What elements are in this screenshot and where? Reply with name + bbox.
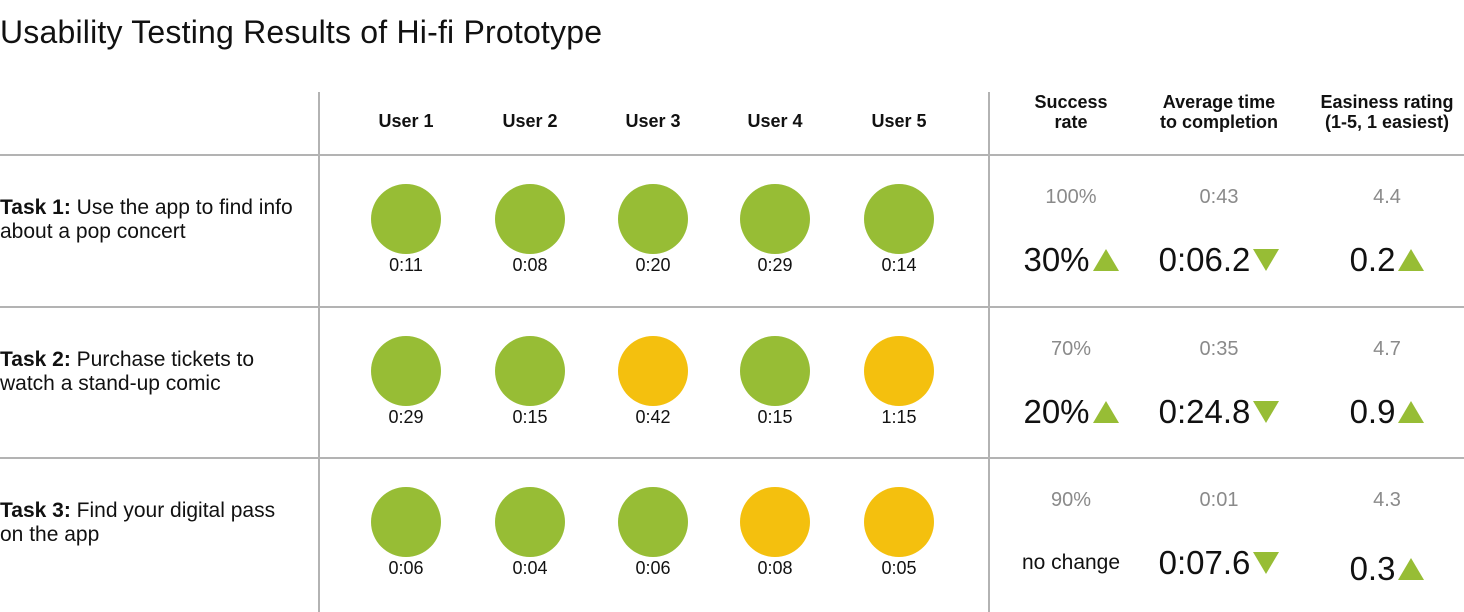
column-header-user: User 1 [378, 111, 434, 131]
completion-time: 0:42 [635, 407, 671, 427]
success-rate-change-value: no change [1021, 551, 1121, 574]
success-rate-value: 70% [1050, 338, 1092, 360]
task-number: Task 3: [0, 499, 71, 522]
completion-time: 0:14 [881, 255, 917, 275]
completion-time: 0:29 [757, 255, 793, 275]
down-arrow-icon [1253, 551, 1280, 574]
column-header-metric: Success rate [1034, 92, 1108, 132]
up-arrow-icon [1398, 248, 1425, 271]
status-dot-success [495, 336, 565, 406]
status-dot-success [618, 487, 688, 557]
completion-time: 0:04 [512, 558, 548, 578]
success-rate-change: 20% [971, 395, 1171, 428]
status-dot-success [371, 487, 441, 557]
up-arrow-icon [1398, 400, 1425, 423]
status-dot-success [740, 184, 810, 254]
completion-time: 0:20 [635, 255, 671, 275]
average-time-change: 0:07.6 [1119, 546, 1319, 579]
easiness-rating-value: 4.7 [1373, 338, 1401, 360]
status-dot-success [740, 336, 810, 406]
status-dot-success [495, 184, 565, 254]
success-rate-change: 30% [971, 243, 1171, 276]
task-description: Find your digital pass on the app [0, 499, 276, 546]
easiness-rating-change: 0.3 [1287, 552, 1464, 585]
column-header-metric: Average time to completion [1160, 92, 1278, 132]
success-rate-change-value: 30% [1023, 241, 1090, 278]
status-dot-success [371, 184, 441, 254]
status-dot-success [371, 336, 441, 406]
task-description: Purchase tickets to watch a stand-up com… [0, 348, 255, 395]
easiness-rating-change-value: 0.3 [1349, 550, 1396, 587]
completion-time: 0:29 [388, 407, 424, 427]
completion-time: 1:15 [881, 407, 917, 427]
divider-metrics-left [988, 92, 990, 612]
average-time-value: 0:01 [1199, 489, 1239, 511]
down-arrow-icon [1253, 400, 1280, 423]
up-arrow-icon [1398, 557, 1425, 580]
average-time-value: 0:43 [1199, 186, 1239, 208]
column-header-user: User 2 [502, 111, 558, 131]
row-divider [0, 457, 1464, 459]
easiness-rating-change: 0.2 [1287, 243, 1464, 276]
completion-time: 0:06 [388, 558, 424, 578]
task-number: Task 1: [0, 196, 71, 219]
completion-time: 0:06 [635, 558, 671, 578]
success-rate-value: 100% [1045, 186, 1097, 208]
status-dot-partial [864, 487, 934, 557]
task-number: Task 2: [0, 348, 71, 371]
success-rate-value: 90% [1050, 489, 1092, 511]
status-dot-partial [864, 336, 934, 406]
success-rate-change-value: 20% [1023, 393, 1090, 430]
column-header-user: User 3 [625, 111, 681, 131]
completion-time: 0:15 [757, 407, 793, 427]
average-time-change: 0:24.8 [1119, 395, 1319, 428]
status-dot-success [618, 184, 688, 254]
completion-time: 0:15 [512, 407, 548, 427]
average-time-change-value: 0:06.2 [1158, 241, 1251, 278]
easiness-rating-change-value: 0.9 [1349, 393, 1396, 430]
average-time-change: 0:06.2 [1119, 243, 1319, 276]
easiness-rating-change-value: 0.2 [1349, 241, 1396, 278]
status-dot-partial [740, 487, 810, 557]
up-arrow-icon [1092, 248, 1119, 271]
task-label: Task 2: Purchase tickets to watch a stan… [0, 348, 300, 396]
average-time-change-value: 0:24.8 [1158, 393, 1251, 430]
task-label: Task 1: Use the app to find info about a… [0, 196, 300, 244]
status-dot-success [864, 184, 934, 254]
row-divider [0, 306, 1464, 308]
average-time-change-value: 0:07.6 [1158, 544, 1251, 581]
completion-time: 0:08 [757, 558, 793, 578]
easiness-rating-change: 0.9 [1287, 395, 1464, 428]
up-arrow-icon [1092, 400, 1119, 423]
column-header-user: User 4 [747, 111, 803, 131]
page-title: Usability Testing Results of Hi-fi Proto… [0, 14, 603, 50]
easiness-rating-value: 4.3 [1373, 489, 1401, 511]
success-rate-change: no change [971, 552, 1171, 573]
column-header-user: User 5 [871, 111, 927, 131]
header-divider [0, 154, 1464, 156]
completion-time: 0:11 [389, 255, 423, 275]
completion-time: 0:08 [512, 255, 548, 275]
average-time-value: 0:35 [1199, 338, 1239, 360]
easiness-rating-value: 4.4 [1373, 186, 1401, 208]
down-arrow-icon [1253, 248, 1280, 271]
column-header-metric: Easiness rating (1-5, 1 easiest) [1320, 92, 1454, 132]
task-description: Use the app to find info about a pop con… [0, 196, 293, 243]
completion-time: 0:05 [881, 558, 917, 578]
status-dot-success [495, 487, 565, 557]
divider-users-left [318, 92, 320, 612]
task-label: Task 3: Find your digital pass on the ap… [0, 499, 300, 547]
status-dot-partial [618, 336, 688, 406]
